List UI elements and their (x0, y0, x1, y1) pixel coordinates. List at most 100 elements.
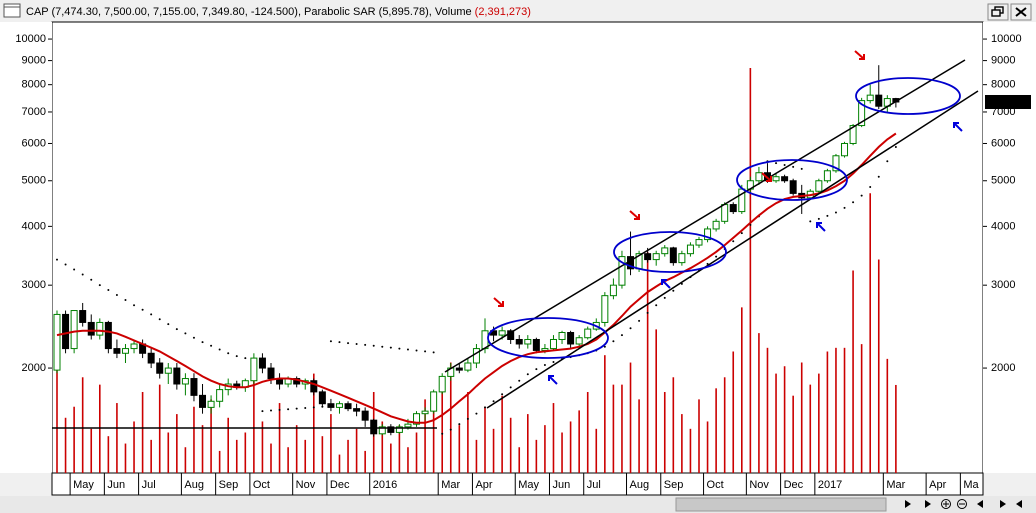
y-tick-label: 7000 (22, 106, 46, 118)
sar-dot (64, 263, 67, 266)
highlight-ellipse (613, 231, 727, 273)
sar-dot (56, 258, 58, 261)
candle-body (130, 343, 138, 350)
scroll-right[interactable] (1000, 500, 1006, 508)
sar-dot (826, 214, 829, 217)
sar-dot (509, 386, 512, 389)
volume-label: (2,391,273) (475, 6, 531, 18)
candle-body (404, 423, 412, 428)
sar-dot (73, 268, 76, 271)
sar-dot (338, 341, 341, 344)
restore-button[interactable] (987, 3, 1009, 21)
candle-body (772, 176, 780, 182)
sar-dot (372, 344, 375, 347)
zoom-in-icon (943, 501, 949, 507)
scroll-arrow[interactable] (925, 500, 931, 508)
sar-dot (543, 364, 546, 367)
candle-body (729, 204, 737, 213)
sar-dot (501, 393, 504, 396)
candle-body (549, 338, 557, 350)
sar-dot (124, 299, 127, 302)
x-tick-label: Sep (219, 479, 239, 491)
x-tick-label: Aug (184, 479, 204, 491)
sar-dot (235, 355, 238, 358)
y-tick-label: 9000 (991, 54, 1015, 66)
candle-body (181, 378, 189, 385)
sar-dot (115, 293, 118, 296)
sar-dot (877, 175, 880, 178)
candle-body (79, 310, 87, 323)
candle-body (704, 228, 712, 241)
candle-body (575, 337, 583, 345)
candle-body (413, 413, 421, 425)
sar-dot (347, 342, 350, 345)
y-tick-label: 3000 (991, 279, 1015, 291)
close-button[interactable] (1010, 3, 1032, 21)
candle-body (327, 403, 335, 408)
x-tick-label: Apr (475, 479, 492, 491)
scroll-left[interactable] (1016, 500, 1022, 508)
channel-line (486, 90, 979, 409)
sar-dot (295, 407, 298, 410)
sar-dot (706, 262, 709, 265)
sar-dot (398, 347, 401, 350)
candle-body (755, 172, 763, 182)
sar-dot (484, 406, 486, 409)
scroll-arrow[interactable] (905, 500, 911, 508)
candle-body (353, 408, 361, 412)
x-tick-label: Dec (784, 479, 804, 491)
sar-dot (312, 406, 315, 409)
scrollbar[interactable] (0, 496, 1036, 513)
sar-dot (740, 232, 743, 235)
candle-body (849, 125, 857, 144)
candle-body (712, 220, 720, 230)
sar-dot (603, 345, 606, 348)
blue-arrow (548, 375, 558, 385)
x-tick-label: 2016 (373, 479, 397, 491)
sar-dot (227, 352, 230, 355)
last-price-box (985, 94, 1031, 109)
x-tick-label: Nov (749, 479, 769, 491)
sar-dot (304, 407, 307, 410)
sar-dot (192, 336, 195, 339)
y-tick-label: 8000 (22, 79, 46, 91)
y-tick-label: 10000 (15, 33, 46, 45)
sar-dot (783, 164, 786, 167)
x-tick-label: May (518, 479, 539, 491)
marks (53, 65, 900, 473)
x-tick-label: Nov (296, 479, 316, 491)
candle-body (438, 375, 446, 393)
sar-dot (364, 343, 367, 346)
blue-arrow (661, 279, 671, 289)
x-tick-label: May (73, 479, 94, 491)
left-axis-area (0, 22, 52, 473)
x-tick-label: Ma (963, 479, 979, 491)
candle-body (464, 362, 472, 371)
candle-body (199, 394, 207, 408)
candle-body (515, 338, 523, 345)
candle-body (190, 378, 198, 396)
y-tick-label: 6000 (991, 137, 1015, 149)
candle-body (104, 321, 112, 350)
candle-body (841, 142, 849, 157)
sar-dot (492, 400, 495, 403)
sar-dot (415, 349, 418, 352)
window-icon (3, 3, 21, 18)
sar-dot (175, 328, 178, 331)
sar-dot (133, 304, 136, 307)
candle-body (866, 94, 874, 102)
sar-dot (458, 423, 461, 426)
scroll-thumb[interactable] (675, 497, 887, 512)
candle-body (558, 332, 566, 340)
zoom-out[interactable] (957, 499, 967, 509)
zoom-in[interactable] (941, 499, 951, 509)
sar-dot (107, 289, 110, 292)
y-tick-label: 5000 (22, 175, 46, 187)
x-tick-label: Jul (587, 479, 601, 491)
candle-body (498, 330, 506, 336)
candle-body (567, 332, 575, 345)
candle-body (250, 357, 258, 382)
scroll-left[interactable] (977, 500, 983, 508)
y-tick-label: 6000 (22, 137, 46, 149)
candle-body (781, 176, 789, 182)
